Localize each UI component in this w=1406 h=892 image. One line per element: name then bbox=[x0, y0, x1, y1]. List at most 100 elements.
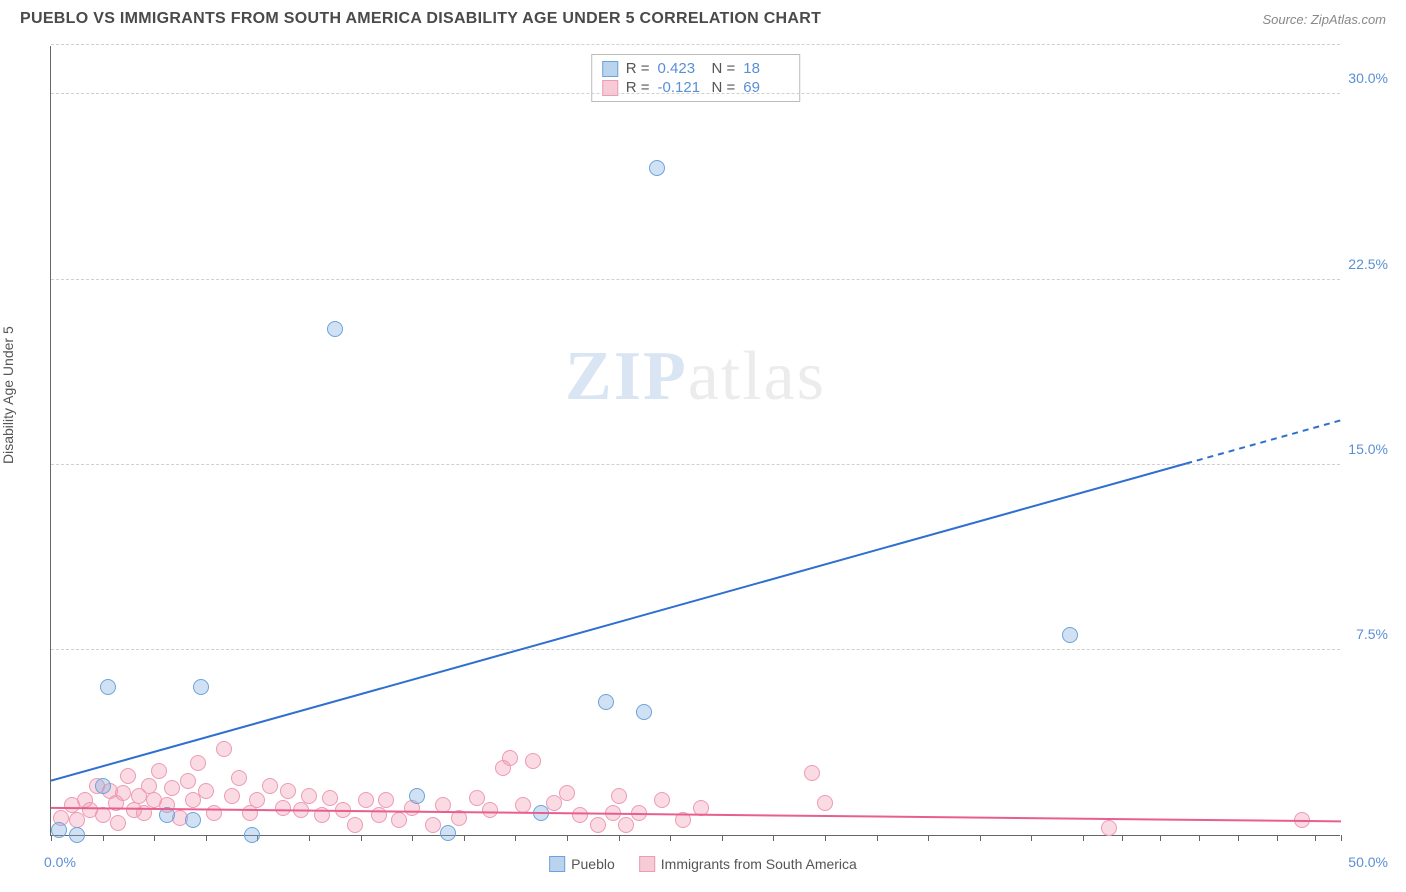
scatter-point bbox=[817, 795, 833, 811]
scatter-point bbox=[347, 817, 363, 833]
scatter-point bbox=[335, 802, 351, 818]
x-tick bbox=[1238, 835, 1239, 841]
scatter-point bbox=[391, 812, 407, 828]
scatter-point bbox=[631, 805, 647, 821]
scatter-point bbox=[190, 755, 206, 771]
scatter-point bbox=[598, 694, 614, 710]
scatter-point bbox=[322, 790, 338, 806]
scatter-point bbox=[95, 778, 111, 794]
scatter-point bbox=[636, 704, 652, 720]
x-tick bbox=[1341, 835, 1342, 841]
x-tick bbox=[670, 835, 671, 841]
scatter-point bbox=[693, 800, 709, 816]
y-tick-label: 30.0% bbox=[1348, 70, 1388, 86]
chart-source: Source: ZipAtlas.com bbox=[1262, 12, 1386, 27]
y-tick-label: 22.5% bbox=[1348, 256, 1388, 272]
chart-header: PUEBLO VS IMMIGRANTS FROM SOUTH AMERICA … bbox=[0, 0, 1406, 36]
scatter-point bbox=[327, 321, 343, 337]
chart-title: PUEBLO VS IMMIGRANTS FROM SOUTH AMERICA … bbox=[20, 10, 821, 28]
scatter-point bbox=[249, 792, 265, 808]
scatter-point bbox=[1101, 820, 1117, 836]
x-tick bbox=[103, 835, 104, 841]
scatter-point bbox=[275, 800, 291, 816]
gridline bbox=[51, 649, 1340, 650]
gridline bbox=[51, 279, 1340, 280]
watermark-rest: atlas bbox=[688, 338, 826, 415]
x-tick bbox=[928, 835, 929, 841]
x-tick bbox=[980, 835, 981, 841]
scatter-point bbox=[110, 815, 126, 831]
x-tick bbox=[154, 835, 155, 841]
x-tick bbox=[825, 835, 826, 841]
x-tick bbox=[1083, 835, 1084, 841]
gridline bbox=[51, 464, 1340, 465]
x-tick bbox=[515, 835, 516, 841]
scatter-point bbox=[358, 792, 374, 808]
scatter-point bbox=[611, 788, 627, 804]
scatter-point bbox=[618, 817, 634, 833]
stats-legend-box: R = 0.423 N = 18 R = -0.121 N = 69 bbox=[591, 54, 801, 102]
scatter-point bbox=[115, 785, 131, 801]
x-tick bbox=[1277, 835, 1278, 841]
scatter-point bbox=[180, 773, 196, 789]
scatter-point bbox=[804, 765, 820, 781]
x-axis-min-label: 0.0% bbox=[44, 854, 76, 870]
scatter-point bbox=[469, 790, 485, 806]
n-label: N = bbox=[712, 60, 736, 77]
scatter-point bbox=[649, 160, 665, 176]
x-tick bbox=[412, 835, 413, 841]
x-tick bbox=[1160, 835, 1161, 841]
x-tick bbox=[309, 835, 310, 841]
swatch-blue-icon bbox=[549, 856, 565, 872]
chart-container: Disability Age Under 5 ZIPatlas R = 0.42… bbox=[0, 36, 1406, 876]
scatter-point bbox=[69, 827, 85, 843]
scatter-point bbox=[159, 807, 175, 823]
scatter-point bbox=[1062, 627, 1078, 643]
scatter-point bbox=[1294, 812, 1310, 828]
scatter-point bbox=[293, 802, 309, 818]
scatter-point bbox=[451, 810, 467, 826]
x-tick bbox=[1031, 835, 1032, 841]
watermark: ZIPatlas bbox=[565, 337, 826, 417]
scatter-point bbox=[675, 812, 691, 828]
x-tick bbox=[51, 835, 52, 841]
scatter-point bbox=[525, 753, 541, 769]
scatter-point bbox=[95, 807, 111, 823]
x-axis-max-label: 50.0% bbox=[1348, 854, 1388, 870]
legend-item-pink: Immigrants from South America bbox=[639, 856, 857, 872]
scatter-point bbox=[280, 783, 296, 799]
y-axis-label: Disability Age Under 5 bbox=[0, 326, 16, 464]
series-legend: Pueblo Immigrants from South America bbox=[549, 856, 857, 872]
scatter-point bbox=[206, 805, 222, 821]
scatter-point bbox=[435, 797, 451, 813]
scatter-point bbox=[216, 741, 232, 757]
legend-item-blue: Pueblo bbox=[549, 856, 615, 872]
legend-label-pink: Immigrants from South America bbox=[661, 856, 857, 872]
y-tick-label: 15.0% bbox=[1348, 441, 1388, 457]
r-label: R = bbox=[626, 60, 650, 77]
scatter-point bbox=[502, 750, 518, 766]
scatter-point bbox=[231, 770, 247, 786]
scatter-point bbox=[590, 817, 606, 833]
x-tick bbox=[361, 835, 362, 841]
gridline bbox=[51, 93, 1340, 94]
x-tick bbox=[619, 835, 620, 841]
x-tick bbox=[1122, 835, 1123, 841]
scatter-point bbox=[262, 778, 278, 794]
scatter-point bbox=[193, 679, 209, 695]
x-tick bbox=[206, 835, 207, 841]
watermark-zip: ZIP bbox=[565, 338, 688, 415]
scatter-point bbox=[559, 785, 575, 801]
scatter-point bbox=[482, 802, 498, 818]
scatter-point bbox=[100, 679, 116, 695]
scatter-point bbox=[378, 792, 394, 808]
scatter-point bbox=[120, 768, 136, 784]
scatter-point bbox=[515, 797, 531, 813]
x-tick bbox=[722, 835, 723, 841]
scatter-point bbox=[409, 788, 425, 804]
x-tick bbox=[464, 835, 465, 841]
scatter-point bbox=[371, 807, 387, 823]
scatter-point bbox=[244, 827, 260, 843]
r-value-blue: 0.423 bbox=[658, 60, 704, 77]
plot-area: ZIPatlas R = 0.423 N = 18 R = -0.121 N =… bbox=[50, 46, 1340, 836]
